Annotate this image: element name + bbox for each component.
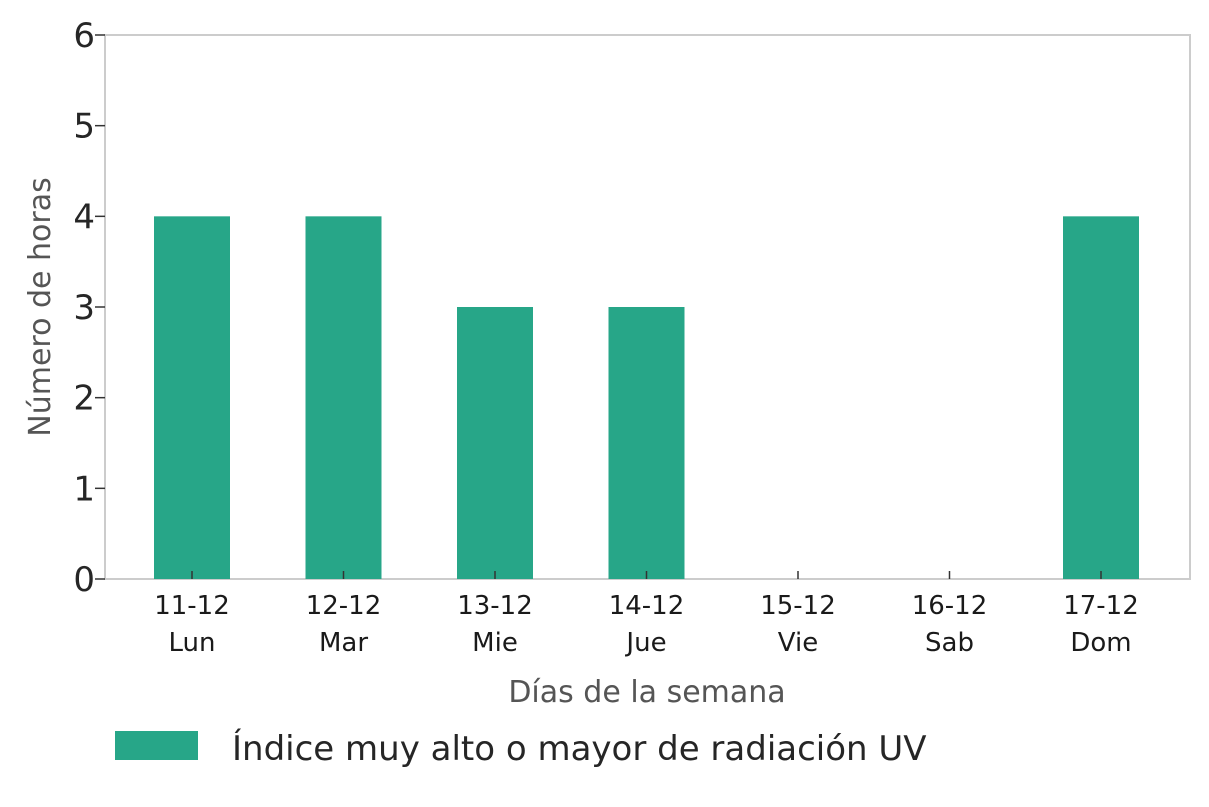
bar-11-12 — [154, 216, 230, 580]
bar-12-12 — [305, 216, 382, 580]
x-tick-sublabel: Vie — [778, 628, 818, 658]
x-tick-sublabel: Sab — [925, 628, 974, 658]
legend: Índice muy alto o mayor de radiación UV — [115, 728, 927, 769]
x-tick-sublabel: Mie — [472, 628, 518, 658]
y-tick-label: 1 — [73, 469, 95, 509]
y-tick-label: 4 — [73, 197, 95, 237]
x-tick-label: 13-12 — [457, 591, 533, 621]
y-tick-label: 2 — [73, 379, 95, 419]
bar-14-12 — [608, 307, 685, 579]
y-axis-label: Número de horas — [23, 177, 58, 436]
x-tick-label: 12-12 — [306, 591, 382, 621]
y-tick-label: 0 — [73, 560, 95, 600]
bar-17-12 — [1063, 216, 1139, 580]
x-tick-sublabel: Dom — [1070, 628, 1131, 658]
legend-label: Índice muy alto o mayor de radiación UV — [232, 728, 927, 769]
bar-13-12 — [457, 307, 533, 579]
x-tick-sublabel: Lun — [169, 628, 216, 658]
x-tick-sublabel: Jue — [624, 628, 666, 658]
legend-swatch — [115, 731, 198, 760]
y-axis: 0 1 2 3 4 5 6 — [73, 16, 105, 600]
bars-group — [154, 216, 1139, 580]
x-tick-sublabel: Mar — [319, 628, 368, 658]
y-tick-label: 6 — [73, 16, 95, 56]
x-axis-label: Días de la semana — [508, 675, 785, 710]
x-axis: 11-12 Lun 12-12 Mar 13-12 Mie 14-12 Jue 15-12 Vie… — [154, 571, 1139, 658]
x-tick-label: 11-12 — [154, 591, 230, 621]
y-tick-label: 3 — [73, 288, 95, 328]
x-tick-label: 16-12 — [912, 591, 988, 621]
x-tick-label: 17-12 — [1063, 591, 1139, 621]
x-tick-label: 14-12 — [609, 591, 685, 621]
y-tick-label: 5 — [73, 107, 95, 147]
x-tick-label: 15-12 — [760, 591, 836, 621]
